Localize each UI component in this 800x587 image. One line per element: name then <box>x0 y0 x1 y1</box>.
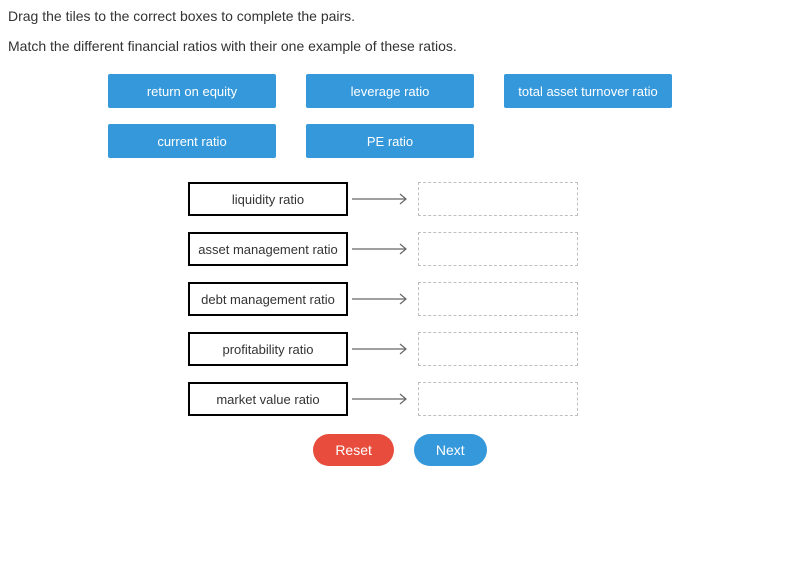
arrow-icon <box>348 382 418 416</box>
arrow-icon <box>348 332 418 366</box>
tile-current-ratio[interactable]: current ratio <box>108 124 276 158</box>
pair-row-3: profitability ratio <box>188 332 648 366</box>
instruction-line-2: Match the different financial ratios wit… <box>8 38 792 54</box>
label-debt-management-ratio: debt management ratio <box>188 282 348 316</box>
tile-total-asset-turnover[interactable]: total asset turnover ratio <box>504 74 672 108</box>
next-button[interactable]: Next <box>414 434 487 466</box>
label-asset-management-ratio: asset management ratio <box>188 232 348 266</box>
drop-box-4[interactable] <box>418 382 578 416</box>
drop-box-2[interactable] <box>418 282 578 316</box>
pair-row-2: debt management ratio <box>188 282 648 316</box>
reset-button[interactable]: Reset <box>313 434 394 466</box>
tile-return-on-equity[interactable]: return on equity <box>108 74 276 108</box>
drop-box-0[interactable] <box>418 182 578 216</box>
label-liquidity-ratio: liquidity ratio <box>188 182 348 216</box>
label-market-value-ratio: market value ratio <box>188 382 348 416</box>
label-profitability-ratio: profitability ratio <box>188 332 348 366</box>
pair-row-0: liquidity ratio <box>188 182 648 216</box>
arrow-icon <box>348 282 418 316</box>
tile-pe-ratio[interactable]: PE ratio <box>306 124 474 158</box>
drop-box-3[interactable] <box>418 332 578 366</box>
instruction-line-1: Drag the tiles to the correct boxes to c… <box>8 8 792 24</box>
arrow-icon <box>348 232 418 266</box>
tile-row-1: current ratio PE ratio <box>108 124 688 158</box>
tiles-area: return on equity leverage ratio total as… <box>108 74 688 158</box>
pairs-area: liquidity ratio asset management ratio d… <box>188 182 648 416</box>
button-row: Reset Next <box>8 434 792 466</box>
drop-box-1[interactable] <box>418 232 578 266</box>
tile-leverage-ratio[interactable]: leverage ratio <box>306 74 474 108</box>
arrow-icon <box>348 182 418 216</box>
pair-row-4: market value ratio <box>188 382 648 416</box>
tile-row-0: return on equity leverage ratio total as… <box>108 74 688 108</box>
pair-row-1: asset management ratio <box>188 232 648 266</box>
